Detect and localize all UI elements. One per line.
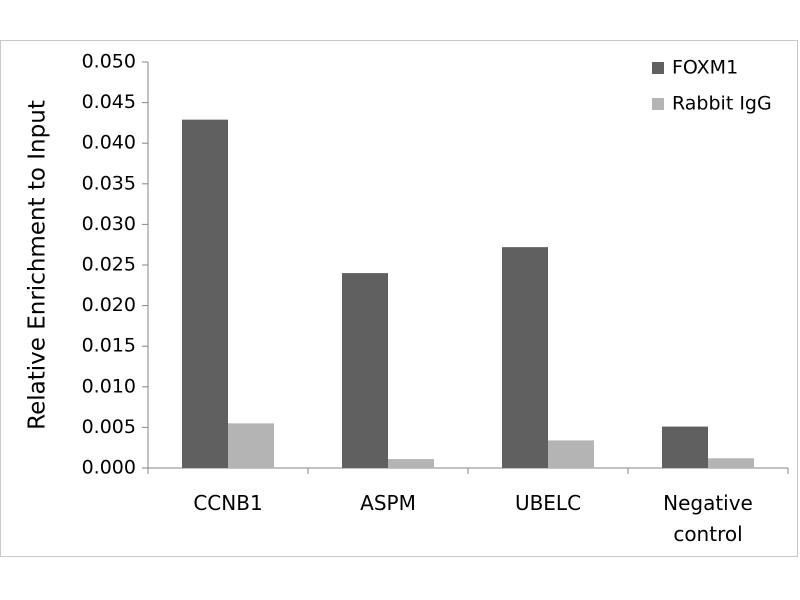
y-tick-label: 0.010 [82, 375, 136, 397]
legend-swatch [652, 98, 664, 110]
bar [228, 423, 274, 468]
y-tick-label: 0.030 [82, 213, 136, 235]
y-tick-label: 0.035 [82, 172, 136, 194]
bar [502, 247, 548, 468]
x-tick-label: ASPM [360, 491, 416, 515]
y-axis-label: Relative Enrichment to Input [25, 100, 51, 430]
bar [182, 119, 228, 468]
x-tick-label: CCNB1 [193, 491, 263, 515]
y-tick-label: 0.050 [82, 51, 136, 73]
legend-label: Rabbit IgG [672, 93, 772, 115]
chart-frame [0, 40, 798, 557]
bar [548, 440, 594, 468]
y-tick-label: 0.025 [82, 254, 136, 276]
y-tick-label: 0.020 [82, 294, 136, 316]
y-tick-label: 0.005 [82, 416, 136, 438]
y-tick-label: 0.015 [82, 335, 136, 357]
bar [388, 459, 434, 468]
legend-label: FOXM1 [672, 57, 738, 79]
legend-swatch [652, 62, 664, 74]
bar [708, 458, 754, 468]
x-tick-label: Negative control [663, 491, 753, 546]
y-tick-label: 0.040 [82, 132, 136, 154]
bar [662, 426, 708, 468]
x-tick-label: UBELC [514, 491, 582, 515]
bar [342, 273, 388, 468]
y-tick-label: 0.000 [82, 457, 136, 479]
y-tick-label: 0.045 [82, 91, 136, 113]
